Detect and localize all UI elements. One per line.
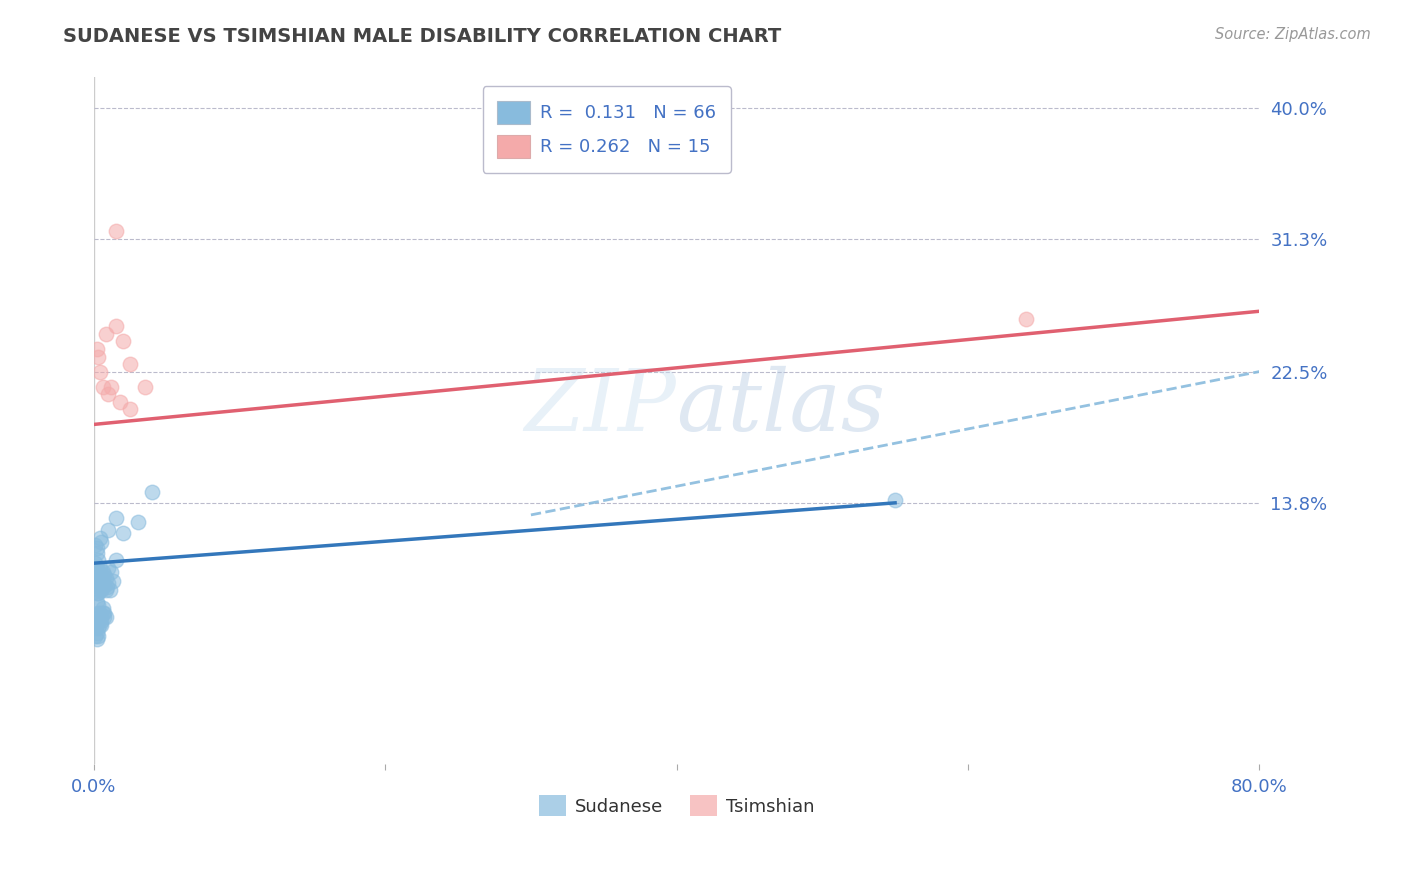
Point — [84, 629, 107, 643]
Point — [89, 606, 111, 620]
Point — [104, 224, 127, 238]
Point — [89, 580, 111, 594]
Point — [86, 595, 108, 609]
Point — [86, 575, 108, 590]
Point — [84, 566, 107, 580]
Point — [87, 553, 110, 567]
Point — [94, 326, 117, 341]
Point — [91, 574, 114, 589]
Point — [94, 571, 117, 585]
Point — [87, 606, 110, 620]
Point — [100, 566, 122, 580]
Point — [89, 571, 111, 585]
Point — [134, 380, 156, 394]
Point — [86, 541, 108, 555]
Point — [90, 583, 112, 598]
Text: Source: ZipAtlas.com: Source: ZipAtlas.com — [1215, 27, 1371, 42]
Point — [87, 629, 110, 643]
Point — [97, 523, 120, 537]
Point — [91, 380, 114, 394]
Point — [84, 556, 107, 570]
Point — [87, 571, 110, 585]
Point — [84, 621, 107, 635]
Point — [90, 618, 112, 632]
Point — [87, 599, 110, 613]
Point — [94, 610, 117, 624]
Point — [884, 492, 907, 507]
Point — [89, 365, 111, 379]
Point — [90, 614, 112, 628]
Point — [86, 568, 108, 582]
Point — [120, 357, 142, 371]
Point — [87, 579, 110, 593]
Text: ZIP: ZIP — [524, 366, 676, 449]
Point — [86, 546, 108, 560]
Point — [93, 579, 115, 593]
Point — [97, 387, 120, 401]
Text: SUDANESE VS TSIMSHIAN MALE DISABILITY CORRELATION CHART: SUDANESE VS TSIMSHIAN MALE DISABILITY CO… — [63, 27, 782, 45]
Point — [89, 531, 111, 545]
Point — [84, 575, 107, 590]
Point — [141, 485, 163, 500]
Point — [87, 566, 110, 580]
Point — [104, 319, 127, 334]
Point — [93, 610, 115, 624]
Point — [89, 616, 111, 631]
Point — [94, 583, 117, 598]
Point — [100, 380, 122, 394]
Point — [104, 511, 127, 525]
Point — [91, 606, 114, 620]
Point — [112, 334, 135, 349]
Point — [87, 621, 110, 635]
Point — [98, 583, 121, 598]
Point — [84, 538, 107, 552]
Point — [97, 560, 120, 574]
Point — [86, 583, 108, 598]
Point — [127, 516, 149, 530]
Point — [90, 568, 112, 582]
Point — [86, 342, 108, 356]
Point — [101, 574, 124, 589]
Point — [86, 586, 108, 600]
Point — [84, 571, 107, 585]
Point — [112, 526, 135, 541]
Point — [97, 575, 120, 590]
Point — [90, 535, 112, 549]
Point — [86, 560, 108, 574]
Point — [93, 568, 115, 582]
Point — [90, 575, 112, 590]
Point — [1015, 311, 1038, 326]
Legend: Sudanese, Tsimshian: Sudanese, Tsimshian — [531, 789, 823, 823]
Point — [87, 614, 110, 628]
Text: atlas: atlas — [676, 366, 886, 449]
Point — [87, 586, 110, 600]
Point — [91, 566, 114, 580]
Point — [89, 609, 111, 624]
Point — [90, 609, 112, 624]
Point — [96, 580, 118, 594]
Point — [86, 616, 108, 631]
Point — [93, 606, 115, 620]
Point — [91, 601, 114, 615]
Point — [108, 394, 131, 409]
Point — [87, 350, 110, 364]
Point — [104, 553, 127, 567]
Point — [86, 632, 108, 646]
Point — [120, 402, 142, 417]
Point — [86, 625, 108, 640]
Point — [89, 560, 111, 574]
